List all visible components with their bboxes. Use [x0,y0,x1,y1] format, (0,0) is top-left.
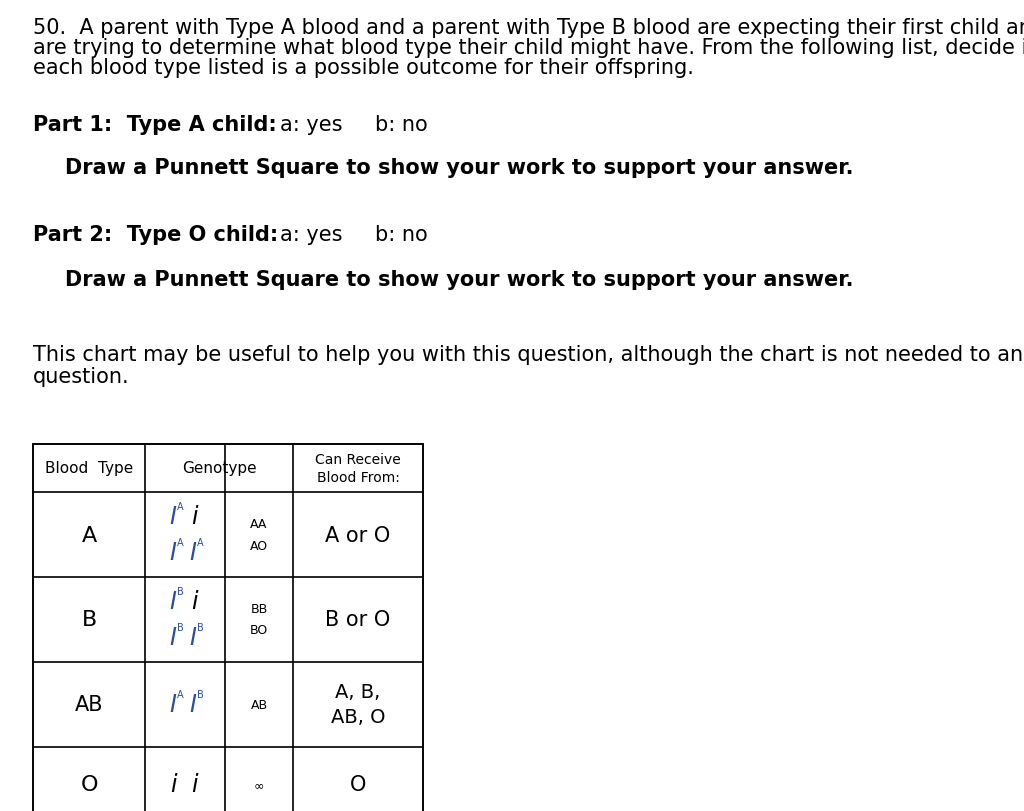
Text: $\mathbf{\mathit{I}}$: $\mathbf{\mathit{I}}$ [169,626,177,650]
Text: A: A [177,538,183,547]
Text: A: A [177,502,183,512]
Text: A, B,
AB, O: A, B, AB, O [331,683,385,727]
Text: Draw a Punnett Square to show your work to support your answer.: Draw a Punnett Square to show your work … [65,270,853,290]
Text: A: A [177,689,183,700]
Bar [33,444,423,811]
Text: $\it{i}$  $\it{i}$: $\it{i}$ $\it{i}$ [170,773,200,796]
Text: A or O: A or O [326,525,390,545]
Text: $\mathbf{\mathit{I}}$: $\mathbf{\mathit{I}}$ [169,693,177,717]
Text: BB
BO: BB BO [250,603,268,637]
Text: B: B [81,610,96,629]
Text: B: B [176,623,183,633]
Text: $\mathbf{\mathit{I}}$: $\mathbf{\mathit{I}}$ [188,541,198,564]
Text: Genotype: Genotype [181,461,256,476]
Text: O: O [350,775,367,795]
Text: AB: AB [251,698,267,711]
Text: question.: question. [33,367,130,387]
Text: Blood  Type: Blood Type [45,461,133,476]
Text: Part 2:  Type O child:: Part 2: Type O child: [33,225,279,245]
Text: B: B [197,689,204,700]
Text: $\mathbf{\mathit{I}}$: $\mathbf{\mathit{I}}$ [169,541,177,564]
Text: AA
AO: AA AO [250,518,268,551]
Text: B: B [197,623,204,633]
Text: B or O: B or O [326,610,390,629]
Text: A: A [197,538,204,547]
Text: Can Receive
Blood From:: Can Receive Blood From: [315,453,400,485]
Text: AB: AB [75,695,103,714]
Text: a: yes: a: yes [280,225,342,245]
Text: A: A [81,525,96,545]
Text: $\it{i}$: $\it{i}$ [190,505,200,529]
Text: $\mathbf{\mathit{I}}$: $\mathbf{\mathit{I}}$ [188,626,198,650]
Text: ∞: ∞ [254,778,264,791]
Text: 50.  A parent with Type A blood and a parent with Type B blood are expecting the: 50. A parent with Type A blood and a par… [33,18,1024,38]
Text: each blood type listed is a possible outcome for their offspring.: each blood type listed is a possible out… [33,58,694,78]
Text: are trying to determine what blood type their child might have. From the followi: are trying to determine what blood type … [33,38,1024,58]
Text: b: no: b: no [375,115,428,135]
Text: $\it{i}$: $\it{i}$ [190,590,200,614]
Text: b: no: b: no [375,225,428,245]
Text: Part 1:  Type A child:: Part 1: Type A child: [33,115,276,135]
Text: $\mathbf{\mathit{I}}$: $\mathbf{\mathit{I}}$ [188,693,198,717]
Text: This chart may be useful to help you with this question, although the chart is n: This chart may be useful to help you wit… [33,345,1024,365]
Text: $\mathbf{\mathit{I}}$: $\mathbf{\mathit{I}}$ [169,590,177,614]
Text: B: B [176,587,183,597]
Text: O: O [80,775,97,795]
Text: Draw a Punnett Square to show your work to support your answer.: Draw a Punnett Square to show your work … [65,158,853,178]
Text: $\mathbf{\mathit{I}}$: $\mathbf{\mathit{I}}$ [169,505,177,529]
Text: a: yes: a: yes [280,115,342,135]
